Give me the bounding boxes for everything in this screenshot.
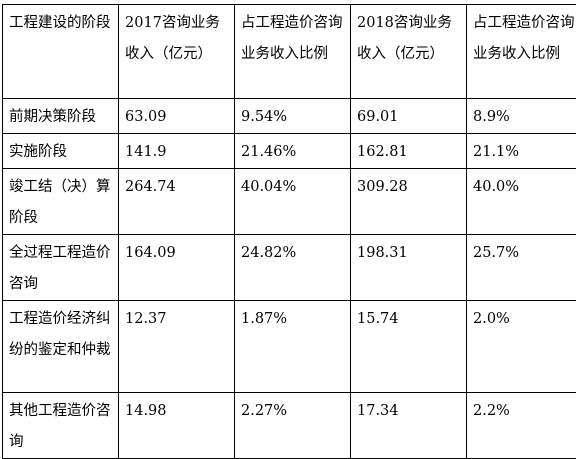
table-cell-stage: 竣工结（决）算阶段 [3,169,119,235]
table-cell-2018-share: 2.0% [467,301,576,393]
table-cell-2017-revenue: 141.9 [119,134,235,169]
table-cell-2017-share: 1.87% [235,301,351,393]
table-row: 工程造价经济纠纷的鉴定和仲裁 12.37 1.87% 15.74 2.0% [3,301,576,393]
revenue-table: 工程建设的阶段 2017咨询业务收入（亿元） 占工程造价咨询业务收入比例 201… [2,4,576,459]
table-cell-2017-share: 9.54% [235,99,351,134]
table-cell-2017-share: 40.04% [235,169,351,235]
table-cell-2018-share: 25.7% [467,235,576,301]
header-cell-2018-share: 占工程造价咨询业务收入比例 [467,5,576,99]
table-cell-stage: 工程造价经济纠纷的鉴定和仲裁 [3,301,119,393]
table-row: 实施阶段 141.9 21.46% 162.81 21.1% [3,134,576,169]
table-cell-2017-share: 24.82% [235,235,351,301]
table-cell-stage: 前期决策阶段 [3,99,119,134]
header-cell-2018-revenue: 2018咨询业务收入（亿元） [351,5,467,99]
table-cell-stage: 全过程工程造价咨询 [3,235,119,301]
table-cell-2017-revenue: 264.74 [119,169,235,235]
table-cell-2017-revenue: 12.37 [119,301,235,393]
header-cell-2017-share: 占工程造价咨询业务收入比例 [235,5,351,99]
table-cell-2018-revenue: 198.31 [351,235,467,301]
header-cell-stage: 工程建设的阶段 [3,5,119,99]
table-row: 竣工结（决）算阶段 264.74 40.04% 309.28 40.0% [3,169,576,235]
table-cell-2017-share: 21.46% [235,134,351,169]
table-cell-2017-revenue: 63.09 [119,99,235,134]
table-cell-2017-revenue: 164.09 [119,235,235,301]
table-cell-2018-share: 8.9% [467,99,576,134]
table-cell-2018-revenue: 15.74 [351,301,467,393]
table-row: 前期决策阶段 63.09 9.54% 69.01 8.9% [3,99,576,134]
table-cell-2018-revenue: 162.81 [351,134,467,169]
table-cell-2018-share: 40.0% [467,169,576,235]
table-header-row: 工程建设的阶段 2017咨询业务收入（亿元） 占工程造价咨询业务收入比例 201… [3,5,576,99]
table-cell-2018-share: 21.1% [467,134,576,169]
header-cell-2017-revenue: 2017咨询业务收入（亿元） [119,5,235,99]
table-row: 全过程工程造价咨询 164.09 24.82% 198.31 25.7% [3,235,576,301]
table-cell-2018-revenue: 69.01 [351,99,467,134]
table-cell-2018-revenue: 309.28 [351,169,467,235]
table-cell-stage: 实施阶段 [3,134,119,169]
